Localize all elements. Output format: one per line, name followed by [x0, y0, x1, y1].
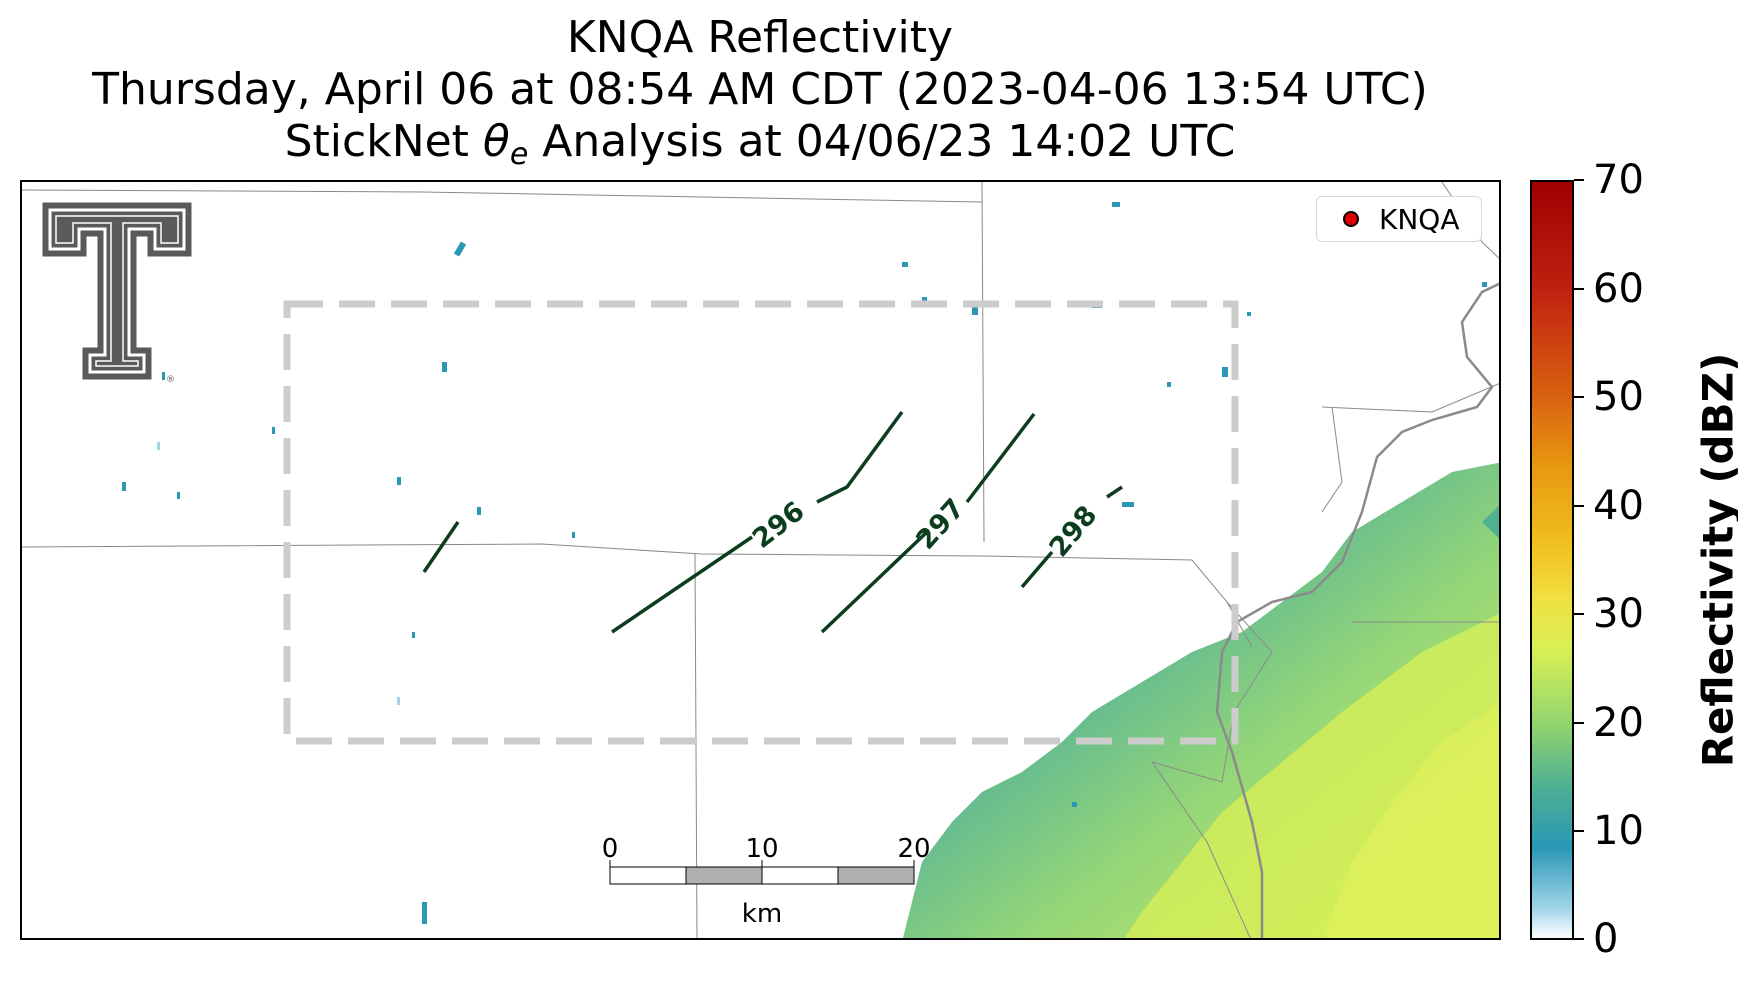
colorbar-tick-label: 50: [1593, 374, 1644, 420]
contour-297-lower: [820, 530, 929, 634]
contour-297-upper: [965, 412, 1036, 504]
colorbar-tick: [1574, 396, 1584, 398]
radar-map[interactable]: 296 297 298 ® 0 10 20 km: [20, 180, 1501, 940]
map-canvas: 296 297 298 ® 0 10 20 km: [22, 182, 1499, 938]
contour-label-297: 297: [910, 493, 971, 556]
colorbar-label: Reflectivity (dBZ): [1693, 352, 1738, 768]
colorbar-tick-label: 60: [1593, 266, 1644, 312]
colorbar-tick-label: 20: [1593, 700, 1644, 746]
contour-298-upper: [1106, 485, 1123, 499]
colorbar-tick: [1574, 288, 1584, 290]
precipitation-echo: [903, 462, 1499, 938]
scale-unit: km: [742, 899, 782, 929]
svg-text:®: ®: [166, 375, 175, 385]
map-legend: KNQA: [1316, 196, 1482, 242]
colorbar-tick-label: 70: [1593, 157, 1644, 203]
scale-bar: 0 10 20 km: [602, 834, 931, 929]
scattered-echoes: [122, 202, 1487, 924]
title-line-3-suffix: Analysis at 04/06/23 14:02 UTC: [528, 116, 1236, 167]
scale-tick-0: 0: [602, 834, 619, 864]
colorbar-tick-label: 0: [1593, 916, 1619, 962]
colorbar-tick: [1574, 830, 1584, 832]
radar-marker-icon: [1343, 211, 1359, 227]
contour-label-296: 296: [747, 496, 811, 555]
colorbar-tick-label: 30: [1593, 591, 1644, 637]
title-line-3-prefix: StickNet: [284, 116, 483, 167]
title-line-3: StickNet θe Analysis at 04/06/23 14:02 U…: [0, 116, 1520, 181]
theta-e-contours: [422, 410, 1123, 634]
legend-label-knqa: KNQA: [1379, 202, 1460, 236]
contour-296-upper: [816, 410, 904, 504]
theta-symbol: θ: [482, 116, 510, 167]
contour-296-lower: [611, 535, 753, 634]
reflectivity-colorbar: [1530, 180, 1574, 940]
colorbar-tick: [1574, 938, 1584, 940]
contour-298-lower: [1020, 550, 1054, 589]
analysis-domain-box: [283, 300, 1239, 745]
scale-tick-20: 20: [897, 834, 930, 864]
colorbar-tick: [1574, 722, 1584, 724]
state-border: [1215, 282, 1499, 938]
colorbar-tick-label: 40: [1593, 483, 1644, 529]
title-line-1: KNQA Reflectivity: [566, 12, 954, 63]
theta-subscript: e: [509, 137, 529, 172]
colorbar-tick-label: 10: [1593, 808, 1644, 854]
colorbar-tick: [1574, 505, 1584, 507]
texas-tech-logo: ®: [41, 201, 193, 385]
colorbar-tick: [1574, 179, 1584, 181]
colorbar-tick: [1574, 613, 1584, 615]
title-line-2: Thursday, April 06 at 08:54 AM CDT (2023…: [92, 64, 1428, 115]
contour-small: [422, 521, 460, 573]
scale-tick-10: 10: [745, 834, 778, 864]
